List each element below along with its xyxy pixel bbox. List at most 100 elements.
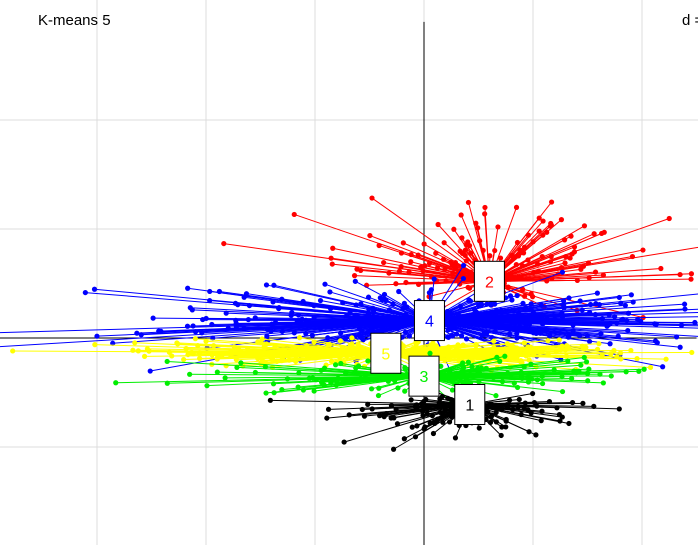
data-point (325, 406, 332, 412)
data-point (421, 241, 427, 247)
data-point (441, 240, 447, 246)
data-point (569, 399, 576, 406)
data-point (436, 400, 442, 406)
data-point (460, 360, 466, 366)
data-point (408, 397, 414, 403)
data-point (259, 336, 265, 342)
data-point (355, 363, 362, 369)
data-point (482, 211, 488, 217)
data-point (616, 294, 622, 301)
data-point (585, 378, 591, 384)
data-point (393, 281, 399, 287)
data-point (365, 294, 372, 300)
data-point (449, 387, 456, 393)
data-point (564, 343, 570, 349)
data-point (570, 328, 576, 334)
data-point (440, 419, 446, 425)
data-point (502, 353, 508, 359)
data-point (558, 217, 565, 223)
cluster-ray (294, 320, 430, 334)
data-point (599, 353, 605, 359)
data-point (451, 226, 457, 232)
data-point (559, 269, 566, 275)
cluster-ray (371, 197, 490, 282)
data-point (447, 411, 453, 417)
data-point (297, 335, 303, 341)
data-point (545, 338, 551, 344)
data-point (533, 432, 539, 438)
cluster-ray (429, 320, 698, 329)
data-point (233, 317, 239, 323)
data-point (563, 353, 569, 359)
data-point (504, 401, 510, 408)
cluster-ray (489, 277, 590, 282)
data-point (328, 358, 335, 364)
data-point (556, 411, 562, 418)
data-point (591, 403, 597, 409)
data-point (94, 333, 100, 339)
data-point (346, 412, 352, 418)
data-point (514, 335, 520, 341)
data-point (594, 290, 600, 296)
data-point (446, 419, 453, 425)
data-point (110, 340, 116, 346)
data-point (514, 384, 521, 391)
data-point (498, 432, 504, 439)
cluster-ray (354, 275, 490, 282)
data-point (510, 354, 517, 360)
data-point (583, 359, 590, 365)
cluster-3-label-box (408, 355, 440, 397)
data-point (498, 322, 504, 328)
cluster-ray (273, 284, 430, 322)
data-point (628, 347, 634, 354)
data-point (475, 225, 481, 231)
data-point (132, 340, 138, 346)
data-point (600, 272, 607, 278)
scale-d-label: d = (682, 12, 698, 29)
data-point (82, 289, 88, 296)
data-point (144, 346, 151, 352)
data-point (435, 221, 441, 228)
data-point (386, 270, 392, 276)
data-point (681, 301, 688, 307)
data-point (581, 354, 587, 361)
data-point (286, 357, 292, 363)
data-point (330, 245, 336, 251)
data-point (492, 247, 498, 254)
data-point (270, 381, 277, 387)
cluster-ray (385, 352, 667, 360)
data-point (408, 259, 414, 265)
data-point (521, 351, 527, 357)
cluster-ray (167, 375, 425, 384)
data-point (203, 315, 209, 322)
data-point (429, 413, 435, 419)
data-point (350, 347, 356, 353)
data-point (607, 341, 613, 347)
data-point (511, 380, 517, 386)
data-point (10, 348, 16, 354)
cluster-1-label-box (454, 383, 486, 425)
data-point (586, 366, 592, 372)
data-point (535, 261, 541, 267)
data-point (400, 240, 406, 246)
data-point (596, 341, 602, 347)
data-point (190, 323, 196, 329)
data-point (192, 336, 198, 342)
data-point (337, 338, 344, 344)
data-point (630, 299, 636, 305)
data-point (611, 347, 617, 354)
cluster-4-label: 4 (425, 314, 434, 331)
data-point (673, 334, 680, 340)
cluster-2-label-box (473, 260, 505, 302)
data-point (367, 232, 373, 239)
data-point (563, 254, 569, 260)
data-point (576, 368, 582, 374)
cluster-5-points (10, 335, 695, 375)
data-point (377, 295, 383, 301)
data-point (528, 291, 534, 297)
data-point (164, 380, 170, 386)
data-point (562, 260, 568, 266)
data-point (322, 281, 328, 287)
data-point (544, 316, 550, 322)
